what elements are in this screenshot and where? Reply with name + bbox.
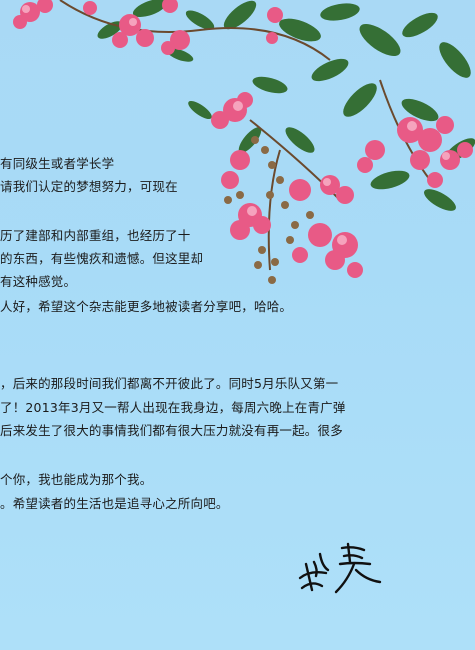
handwritten-signature: [298, 542, 382, 594]
letter-line-3: 历了建部和内部重组，也经历了十: [0, 228, 191, 243]
letter-line-11: 。希望读者的生活也是追寻心之所向吧。: [0, 496, 229, 511]
letter-line-8: 了！2013年3月又一帮人出现在我身边，每周六晚上在青广弹: [0, 400, 346, 415]
letter-line-10: 个你，我也能成为那个我。: [0, 472, 153, 487]
letter-line-1: 有同级生或者学长学: [0, 156, 115, 171]
letter-line-7: ，后来的那段时间我们都离不开彼此了。同时5月乐队又第一: [0, 376, 339, 391]
crape-myrtle-branch-illustration: [13, 0, 475, 284]
letter-line-9: 后来发生了很大的事情我们都有很大压力就没有再一起。很多: [0, 423, 343, 438]
letter-line-6: 人好，希望这个杂志能更多地被读者分享吧，哈哈。: [0, 299, 293, 314]
letter-line-5: 有这种感觉。: [0, 274, 77, 289]
letter-line-4: 的东西，有些愧疚和遗憾。但这里却: [0, 251, 204, 266]
letter-line-2: 请我们认定的梦想努力，可现在: [0, 179, 178, 194]
